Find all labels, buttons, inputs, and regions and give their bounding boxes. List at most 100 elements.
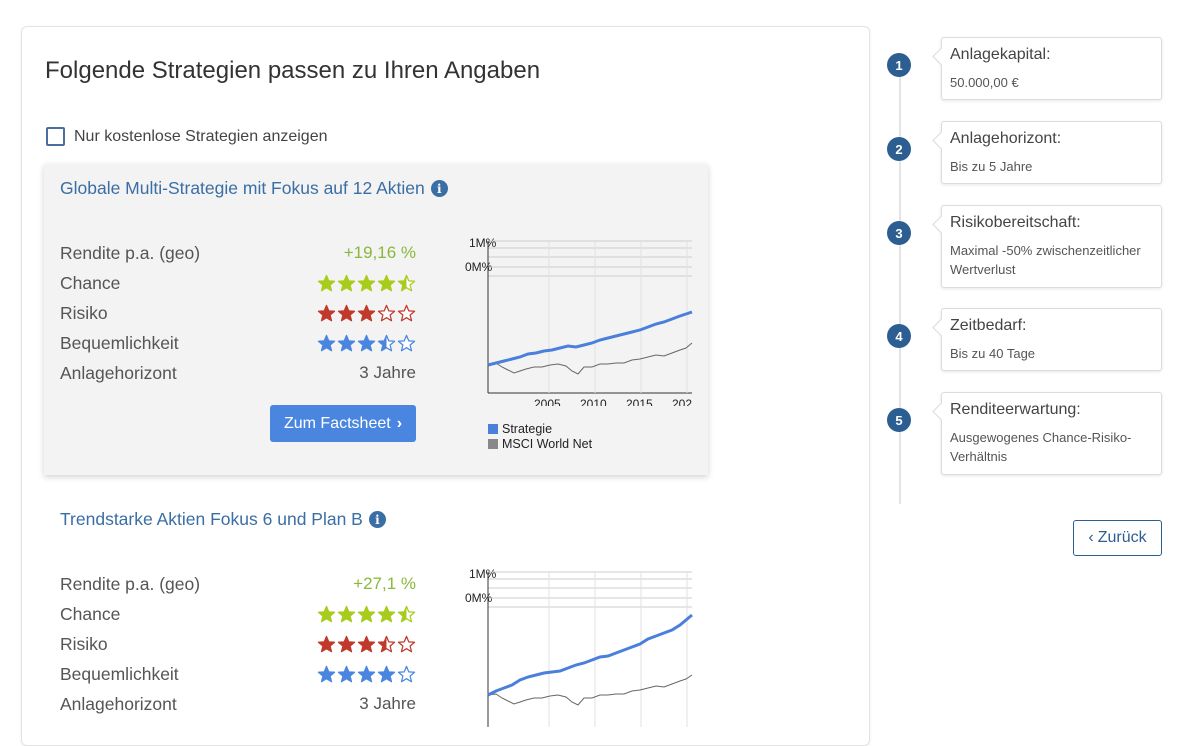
- strategy-title-text[interactable]: Globale Multi-Strategie mit Fokus auf 12…: [60, 178, 425, 198]
- free-strategies-checkbox[interactable]: [46, 127, 65, 146]
- factsheet-label: Zum Factsheet: [283, 414, 391, 432]
- step-card-zeitbedarf[interactable]: Zeitbedarf: Bis zu 40 Tage: [941, 308, 1162, 371]
- step-card-anlagekapital[interactable]: Anlagekapital: 50.000,00 €: [941, 37, 1162, 100]
- chart-legend: Strategie MSCI World Net: [488, 421, 592, 451]
- star-icon: [397, 635, 416, 652]
- star-icon: [317, 665, 336, 682]
- metric-chance: Chance: [60, 601, 416, 627]
- strategy-title[interactable]: Trendstarke Aktien Fokus 6 und Plan B i: [60, 509, 386, 530]
- star-icon: [397, 334, 416, 351]
- back-label: Zurück: [1097, 529, 1147, 546]
- legend-swatch: [488, 438, 498, 449]
- performance-chart-svg: 1M% 0M%: [465, 567, 693, 727]
- y-tick-label: 1M%: [469, 236, 497, 250]
- metric-label: Rendite p.a. (geo): [60, 573, 201, 594]
- star-icon: [317, 274, 336, 291]
- x-tick-label: 2005: [534, 397, 561, 406]
- step-label: Anlagehorizont:: [950, 130, 1062, 147]
- step-number-badge: 5: [887, 408, 911, 432]
- star-icon: [397, 665, 416, 682]
- step-card-renditeerwartung[interactable]: Renditeerwartung: Ausgewogenes Chance-Ri…: [941, 392, 1162, 475]
- step-card-anlagehorizont[interactable]: Anlagehorizont: Bis zu 5 Jahre: [941, 121, 1162, 184]
- info-icon[interactable]: i: [430, 180, 448, 197]
- x-tick-label: 2015: [626, 397, 653, 406]
- chance-rating-stars: [317, 605, 416, 624]
- metric-label: Chance: [60, 272, 121, 293]
- strategy-card: Trendstarke Aktien Fokus 6 und Plan B i …: [44, 495, 708, 727]
- metric-chance: Chance: [60, 270, 416, 296]
- star-icon: [337, 334, 356, 351]
- x-tick-label: 2010: [580, 397, 607, 406]
- back-button[interactable]: ‹ Zurück: [1073, 520, 1162, 556]
- step-value: Ausgewogenes Chance-Risiko-Verhältnis: [950, 430, 1132, 464]
- step-card-risikobereitschaft[interactable]: Risikobereitschaft: Maximal -50% zwische…: [941, 205, 1162, 288]
- star-icon: [357, 635, 376, 652]
- metric-anlagehorizont: Anlagehorizont 3 Jahre: [60, 360, 416, 386]
- chevron-left-icon: ‹: [1088, 529, 1094, 546]
- star-icon: [397, 605, 416, 622]
- star-icon: [317, 605, 336, 622]
- star-icon: [357, 665, 376, 682]
- factsheet-button[interactable]: Zum Factsheet ›: [270, 405, 416, 442]
- y-tick-label: 1M%: [469, 567, 497, 581]
- free-strategies-label: Nur kostenlose Strategien anzeigen: [74, 127, 328, 145]
- metric-bequemlichkeit: Bequemlichkeit: [60, 661, 416, 687]
- metric-risiko: Risiko: [60, 631, 416, 657]
- performance-chart: 1M% 0M% 2005 2010 2015 202: [456, 236, 696, 411]
- metric-risiko: Risiko: [60, 300, 416, 326]
- performance-chart-svg: 1M% 0M% 2005 2010 2015 202: [465, 236, 693, 411]
- free-strategies-filter[interactable]: Nur kostenlose Strategien anzeigen: [46, 127, 328, 146]
- metric-label: Bequemlichkeit: [60, 332, 179, 353]
- strategy-title-text[interactable]: Trendstarke Aktien Fokus 6 und Plan B: [60, 509, 363, 529]
- chevron-right-icon: ›: [396, 414, 403, 432]
- star-icon: [377, 274, 396, 291]
- info-icon[interactable]: i: [368, 511, 386, 528]
- msci-world-line: [487, 342, 693, 375]
- star-icon: [377, 605, 396, 622]
- step-number-badge: 1: [887, 53, 911, 77]
- star-icon: [337, 274, 356, 291]
- step-value: Bis zu 40 Tage: [950, 346, 1036, 361]
- x-tick-label: 202: [672, 397, 692, 406]
- page-title: Folgende Strategien passen zu Ihren Anga…: [45, 57, 541, 84]
- legend-label: MSCI World Net: [502, 436, 593, 451]
- horizont-value: 3 Jahre: [359, 694, 416, 713]
- step-label: Anlagekapital:: [950, 46, 1051, 63]
- star-icon: [377, 334, 396, 351]
- metric-rendite: Rendite p.a. (geo) +27,1 %: [60, 571, 416, 597]
- rendite-value: +19,16 %: [343, 243, 416, 262]
- y-tick-label: 0M%: [465, 260, 493, 274]
- step-value: 50.000,00 €: [950, 75, 1019, 90]
- metric-anlagehorizont: Anlagehorizont 3 Jahre: [60, 691, 416, 717]
- strategy-card: Globale Multi-Strategie mit Fokus auf 12…: [44, 164, 708, 475]
- step-value: Maximal -50% zwischenzeitlicher Wertverl…: [950, 243, 1141, 277]
- strategy-title[interactable]: Globale Multi-Strategie mit Fokus auf 12…: [60, 178, 448, 199]
- star-icon: [337, 665, 356, 682]
- legend-item: MSCI World Net: [488, 436, 592, 451]
- strategie-line: [487, 310, 693, 367]
- star-icon: [317, 304, 336, 321]
- metric-label: Risiko: [60, 302, 108, 323]
- metric-bequemlichkeit: Bequemlichkeit: [60, 330, 416, 356]
- star-icon: [357, 605, 376, 622]
- metric-label: Risiko: [60, 633, 108, 654]
- metric-label: Bequemlichkeit: [60, 663, 179, 684]
- star-icon: [317, 635, 336, 652]
- step-number-badge: 3: [887, 221, 911, 245]
- step-label: Zeitbedarf:: [950, 317, 1027, 334]
- star-icon: [337, 635, 356, 652]
- legend-swatch: [488, 423, 498, 434]
- metric-rendite: Rendite p.a. (geo) +19,16 %: [60, 240, 416, 266]
- step-label: Renditeerwartung:: [950, 401, 1081, 418]
- metric-label: Anlagehorizont: [60, 362, 177, 383]
- comfort-rating-stars: [317, 665, 416, 684]
- legend-item: Strategie: [488, 421, 592, 436]
- metric-label: Anlagehorizont: [60, 693, 177, 714]
- star-icon: [337, 304, 356, 321]
- steps-timeline: [899, 64, 901, 504]
- step-number-badge: 4: [887, 324, 911, 348]
- rendite-value: +27,1 %: [353, 574, 416, 593]
- performance-chart: 1M% 0M%: [456, 567, 696, 732]
- chance-rating-stars: [317, 274, 416, 293]
- step-label: Risikobereitschaft:: [950, 214, 1081, 231]
